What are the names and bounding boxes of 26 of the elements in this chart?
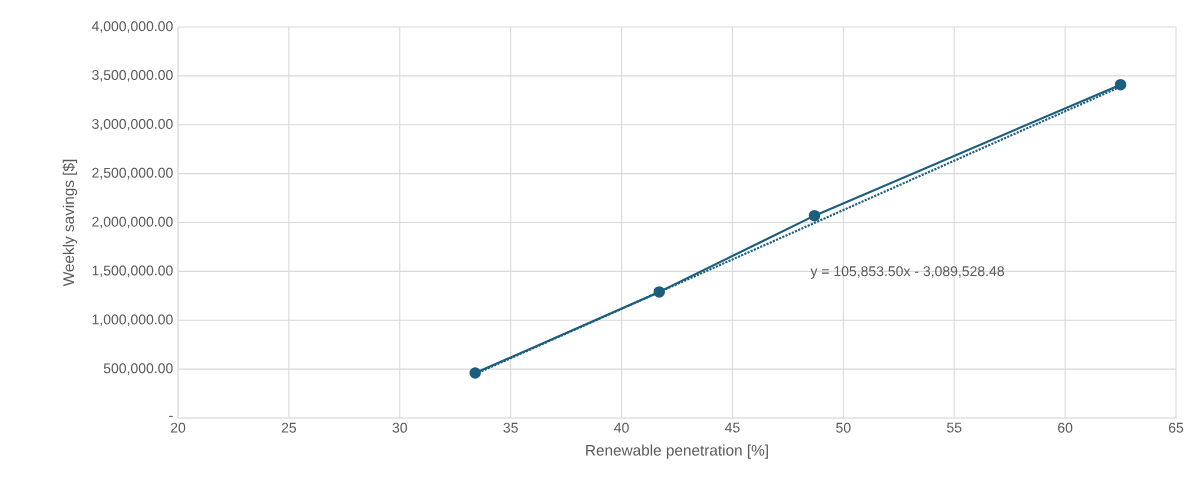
x-tick-label: 40 — [614, 422, 629, 433]
annotation: y = 105,853.50x - 3,089,528.48 — [810, 266, 1005, 279]
point — [808, 209, 821, 222]
y-tick-label: 1,500,000.00 — [92, 265, 173, 278]
y-axis-title: Weekly savings [$] — [62, 159, 78, 287]
x-tick-label: 55 — [947, 422, 962, 433]
y-tick-label: 3,000,000.00 — [92, 118, 173, 131]
x-axis-title: Renewable penetration [%] — [586, 444, 768, 459]
point — [1114, 78, 1127, 91]
y-tick-label: 4,000,000.00 — [91, 21, 173, 33]
x-tick-label: 25 — [281, 422, 297, 433]
y-tick-label: 500,000.00 — [103, 363, 173, 375]
y-tick-label: - — [169, 415, 173, 417]
x-tick-label: 45 — [724, 422, 740, 433]
x-tick-label: 50 — [836, 422, 851, 433]
x-tick-label: 30 — [392, 422, 408, 433]
y-tick-label: 3,500,000.00 — [92, 70, 173, 82]
y-tick-label: 2,500,000.00 — [92, 167, 173, 180]
y-tick-label: 2,000,000.00 — [92, 216, 173, 229]
point — [653, 286, 665, 298]
x-tick-label: 20 — [170, 422, 186, 433]
point — [469, 367, 481, 379]
x-tick-label: 35 — [503, 422, 518, 433]
y-tick-label: 1,000,000.00 — [92, 314, 173, 327]
x-tick-label: 60 — [1058, 422, 1073, 433]
x-tick-label: 65 — [1168, 422, 1184, 433]
